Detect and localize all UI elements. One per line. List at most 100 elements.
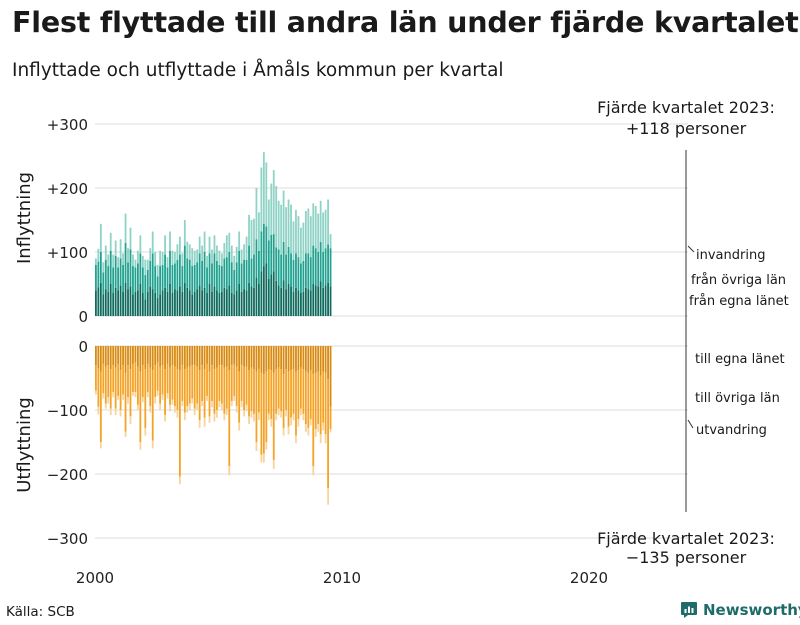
bar-in-invandring [97, 248, 100, 262]
bar-in-från-egna-länet [156, 298, 159, 316]
bar-out-till-övriga-län [183, 369, 186, 413]
bar-out-till-övriga-län [136, 366, 139, 405]
bar-in-från-övriga-län [319, 241, 322, 282]
bar-in-från-egna-länet [324, 285, 327, 316]
bar-in-från-egna-länet [220, 291, 223, 316]
bar-out-utvandring [282, 427, 285, 436]
bar-in-från-egna-länet [208, 284, 211, 316]
bar-in-från-övriga-län [161, 264, 164, 291]
bar-out-utvandring [225, 408, 228, 416]
bar-out-till-egna-länet [193, 346, 196, 366]
bar-out-till-övriga-län [319, 375, 322, 435]
bar-out-till-övriga-län [309, 370, 312, 419]
bar-in-invandring [174, 252, 176, 264]
bar-out-utvandring [250, 411, 253, 418]
bar-in-från-egna-länet [275, 280, 278, 316]
bar-out-utvandring [211, 401, 213, 408]
bar-in-invandring [272, 170, 275, 235]
bar-out-utvandring [260, 454, 263, 463]
bar-in-invandring [300, 227, 302, 264]
bar-out-till-egna-länet [225, 346, 228, 367]
ytick-out-0: 0 [78, 338, 88, 356]
bar-in-från-övriga-län [216, 260, 218, 291]
bar-out-utvandring [223, 413, 226, 421]
bar-in-invandring [265, 162, 268, 227]
bar-in-från-övriga-län [223, 258, 226, 288]
bar-in-från-övriga-län [198, 253, 201, 286]
bar-out-till-egna-länet [297, 346, 300, 371]
bar-in-från-egna-länet [139, 284, 142, 316]
bar-out-till-egna-länet [314, 346, 317, 373]
bar-out-till-egna-länet [280, 346, 283, 370]
bar-in-invandring [292, 221, 295, 260]
bar-out-till-egna-länet [102, 346, 105, 364]
bar-out-utvandring [154, 397, 157, 404]
bar-in-invandring [127, 248, 129, 263]
bar-in-invandring [122, 253, 124, 265]
bar-out-till-övriga-län [292, 369, 295, 414]
bar-out-till-egna-länet [262, 346, 265, 375]
bar-in-invandring [181, 253, 184, 267]
bar-out-utvandring [188, 403, 191, 410]
bar-in-från-egna-länet [258, 284, 260, 316]
bar-out-till-övriga-län [314, 372, 317, 430]
bar-out-till-övriga-län [95, 365, 97, 391]
bar-out-utvandring [198, 420, 201, 428]
bar-in-från-övriga-län [136, 263, 139, 291]
bar-out-utvandring [191, 398, 194, 404]
bar-in-från-egna-länet [161, 290, 164, 316]
bar-in-från-egna-länet [327, 282, 329, 316]
bar-in-från-egna-länet [277, 285, 280, 316]
bar-in-från-övriga-län [240, 263, 243, 292]
bar-out-till-övriga-län [139, 371, 142, 442]
bar-in-invandring [141, 255, 144, 268]
bar-in-från-egna-länet [307, 289, 310, 316]
bar-in-från-egna-länet [119, 285, 122, 316]
bar-out-till-övriga-län [223, 367, 226, 414]
bar-in-från-övriga-län [302, 260, 305, 292]
annotation-in-line1: Fjärde kvartalet 2023: [597, 98, 775, 117]
bar-in-från-övriga-län [282, 241, 285, 281]
bar-out-utvandring [262, 453, 265, 463]
bar-out-till-övriga-län [250, 367, 253, 412]
bar-out-till-egna-länet [109, 346, 112, 370]
bar-out-utvandring [203, 417, 206, 427]
bar-out-till-övriga-län [169, 367, 171, 405]
bar-out-till-egna-länet [300, 346, 302, 368]
bar-in-från-övriga-län [122, 264, 124, 292]
bar-in-invandring [191, 248, 194, 267]
bar-out-utvandring [119, 410, 122, 417]
bar-in-från-övriga-län [260, 231, 263, 272]
bar-out-till-egna-länet [208, 346, 211, 372]
bar-in-från-övriga-län [191, 266, 194, 295]
bar-out-utvandring [285, 410, 287, 417]
bar-out-till-övriga-län [304, 371, 307, 425]
bar-in-invandring [297, 216, 300, 258]
bar-out-utvandring [171, 399, 174, 405]
brand-logo: Newsworthy [680, 601, 800, 619]
bar-in-från-egna-länet [166, 291, 169, 316]
bar-out-utvandring [290, 417, 292, 426]
bar-in-från-övriga-län [270, 234, 273, 275]
bar-out-utvandring [151, 440, 154, 449]
bar-in-från-egna-länet [181, 291, 184, 316]
bar-out-till-egna-länet [277, 346, 280, 368]
bar-in-invandring [290, 204, 292, 254]
bar-in-från-egna-länet [235, 290, 238, 316]
bar-in-från-egna-länet [178, 286, 181, 316]
bar-in-invandring [134, 259, 137, 268]
bar-in-från-egna-länet [297, 290, 300, 316]
bar-out-utvandring [95, 390, 97, 395]
bar-out-utvandring [245, 404, 248, 412]
bar-in-invandring [287, 199, 290, 247]
bar-out-till-övriga-län [186, 367, 189, 407]
bar-in-invandring [99, 223, 102, 252]
bar-in-från-övriga-län [201, 260, 204, 291]
bar-in-invandring [183, 220, 186, 246]
bar-out-till-egna-länet [129, 346, 132, 370]
bar-in-från-egna-länet [102, 294, 105, 316]
bar-in-från-övriga-län [114, 255, 117, 288]
bar-out-till-egna-länet [99, 346, 102, 372]
bar-out-till-övriga-län [146, 363, 149, 393]
bar-in-från-övriga-län [107, 266, 110, 292]
